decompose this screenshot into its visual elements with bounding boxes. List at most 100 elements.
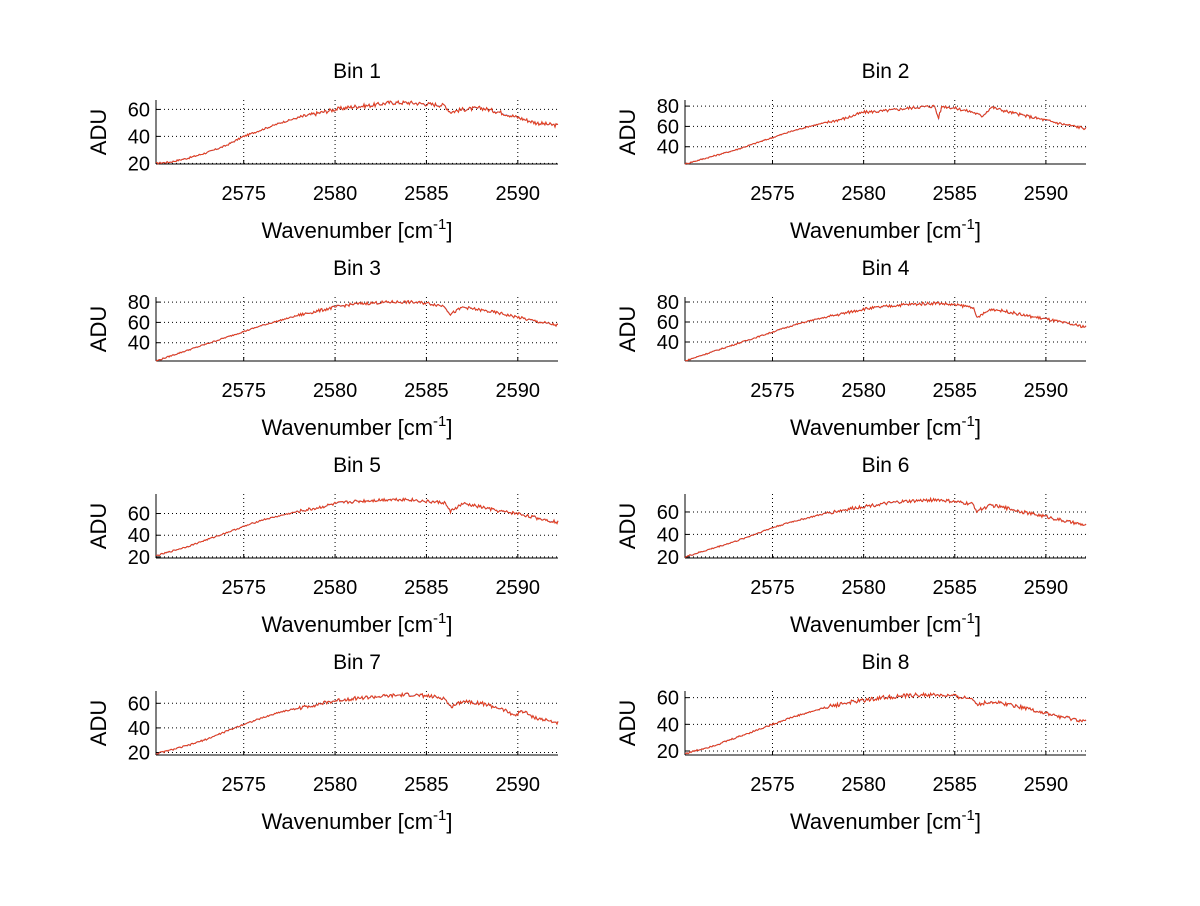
x-tick-label: 2575: [750, 774, 795, 796]
y-tick-label: 60: [657, 312, 679, 334]
subplot-bin-7: 2575 2580 2585 2590 20 40 60 Bin 7 Wavenumber [c…: [86, 651, 559, 834]
x-tick-label: 2575: [221, 380, 266, 402]
y-axis-label: ADU: [86, 700, 111, 746]
spectrum-line-underlay: [155, 692, 559, 755]
x-axis-label: Wavenumber [cm-1]: [790, 216, 981, 243]
x-axis-label-end: ]: [446, 809, 452, 834]
x-tick-label: 2580: [313, 774, 358, 796]
y-tick-label: 20: [657, 741, 679, 763]
x-axis-label-superscript: -1: [433, 610, 446, 627]
subplot-title: Bin 4: [862, 257, 910, 280]
x-tick-label: 2590: [496, 774, 541, 796]
x-axis-label: Wavenumber [cm-1]: [261, 610, 452, 637]
y-axis-label: ADU: [615, 109, 640, 155]
x-axis-label-text: Wavenumber [cm: [261, 415, 433, 440]
x-tick-label: 2585: [404, 380, 449, 402]
y-tick-label: 60: [657, 502, 679, 524]
x-tick-label: 2585: [933, 577, 978, 599]
y-axis-label: ADU: [86, 306, 111, 352]
spectrum-line-underlay: [155, 300, 559, 362]
y-tick-label: 40: [128, 126, 150, 148]
x-axis-label-superscript: -1: [433, 413, 446, 430]
y-tick-label: 80: [657, 96, 679, 118]
x-axis-label-end: ]: [975, 612, 981, 637]
x-axis-label-text: Wavenumber [cm: [790, 809, 962, 834]
x-axis-label: Wavenumber [cm-1]: [790, 807, 981, 834]
x-axis-label-superscript: -1: [962, 610, 975, 627]
spectrum-line-underlay: [684, 497, 1087, 558]
x-tick-label: 2575: [750, 183, 795, 205]
y-tick-label: 40: [657, 332, 679, 354]
x-axis-label-superscript: -1: [962, 413, 975, 430]
x-tick-label: 2590: [1024, 577, 1069, 599]
spectrum-line: [155, 691, 559, 755]
x-axis-label: Wavenumber [cm-1]: [790, 413, 981, 440]
y-tick-label: 80: [128, 292, 150, 314]
x-tick-label: 2590: [496, 380, 541, 402]
y-axis-label: ADU: [615, 700, 640, 746]
y-axis-label: ADU: [615, 306, 640, 352]
spectrum-line: [684, 691, 1087, 755]
subplot-title: Bin 8: [862, 651, 910, 674]
spectrum-line-underlay: [156, 497, 559, 557]
y-tick-label: 40: [657, 524, 679, 546]
x-tick-label: 2585: [404, 774, 449, 796]
x-tick-label: 2580: [841, 577, 886, 599]
x-axis-label-end: ]: [975, 809, 981, 834]
x-tick-label: 2590: [1024, 183, 1069, 205]
x-axis-label: Wavenumber [cm-1]: [261, 216, 452, 243]
y-tick-label: 60: [128, 312, 150, 334]
x-tick-label: 2590: [1024, 774, 1069, 796]
y-axis-label: ADU: [86, 503, 111, 549]
x-tick-label: 2590: [1024, 380, 1069, 402]
subplot-title: Bin 1: [333, 60, 381, 83]
y-axis-label: ADU: [86, 109, 111, 155]
y-tick-label: 40: [128, 718, 150, 740]
x-axis-label: Wavenumber [cm-1]: [790, 610, 981, 637]
spectrum-line: [155, 496, 559, 557]
y-tick-label: 40: [128, 333, 150, 355]
x-tick-label: 2585: [933, 774, 978, 796]
subplot-title: Bin 2: [862, 60, 910, 83]
x-tick-label: 2575: [221, 774, 266, 796]
spectrum-line: [155, 299, 559, 362]
x-tick-label: 2585: [933, 380, 978, 402]
y-tick-label: 60: [128, 99, 150, 121]
x-axis-label-end: ]: [446, 415, 452, 440]
y-tick-label: 60: [657, 116, 679, 138]
subplot-bin-8: 2575 2580 2585 2590 20 40 60 Bin 8 Wavenumber [c…: [615, 651, 1087, 834]
x-tick-label: 2585: [933, 183, 978, 205]
x-tick-label: 2575: [750, 577, 795, 599]
x-tick-label: 2590: [496, 183, 541, 205]
x-tick-label: 2585: [404, 577, 449, 599]
x-axis-label: Wavenumber [cm-1]: [261, 413, 452, 440]
y-tick-label: 60: [128, 693, 150, 715]
x-axis-label-text: Wavenumber [cm: [790, 415, 962, 440]
y-tick-label: 40: [657, 137, 679, 159]
x-tick-label: 2580: [841, 774, 886, 796]
x-tick-label: 2575: [750, 380, 795, 402]
subplot-bin-1: 2575 2580 2585 2590 20 40 60 Bin 1 Wavenumber [c…: [86, 60, 559, 243]
y-tick-label: 40: [128, 525, 150, 547]
x-axis-label-end: ]: [975, 218, 981, 243]
subplot-title: Bin 3: [333, 257, 381, 280]
subplot-title: Bin 5: [333, 454, 381, 477]
x-axis-label-end: ]: [975, 415, 981, 440]
spectrum-line-underlay: [684, 301, 1087, 362]
x-tick-label: 2580: [841, 183, 886, 205]
x-tick-label: 2580: [313, 183, 358, 205]
spectrum-line-underlay: [684, 692, 1087, 755]
x-axis-label-superscript: -1: [962, 807, 975, 824]
spectrum-line: [684, 496, 1087, 558]
y-tick-label: 20: [128, 547, 150, 569]
x-tick-label: 2580: [313, 380, 358, 402]
subplot-title: Bin 7: [333, 651, 381, 674]
y-tick-label: 80: [657, 292, 679, 314]
x-axis-label-text: Wavenumber [cm: [261, 809, 433, 834]
x-tick-label: 2580: [313, 577, 358, 599]
